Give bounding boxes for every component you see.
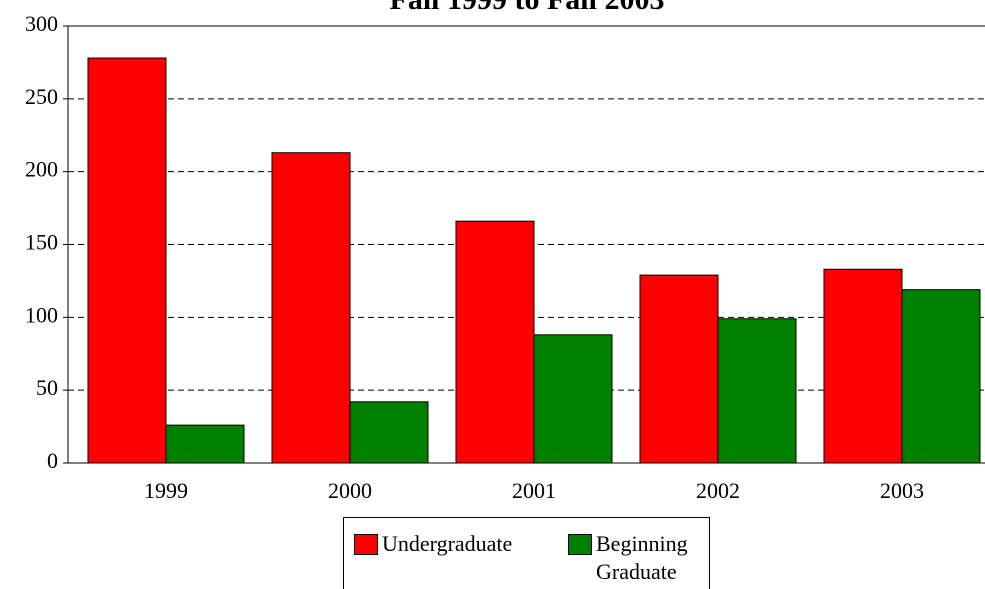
- y-tick-label: 200: [25, 157, 58, 182]
- y-tick-label: 100: [25, 302, 58, 327]
- bar: [639, 274, 719, 464]
- y-tick-label: 250: [25, 84, 58, 109]
- bar: [87, 57, 167, 464]
- legend-label: Beginning Graduate: [596, 531, 688, 584]
- legend-item: Undergraduate: [354, 530, 564, 558]
- x-tick-label: 2000: [328, 478, 372, 503]
- bar: [823, 268, 903, 464]
- bar: [533, 334, 613, 464]
- legend-label: Undergraduate: [382, 531, 513, 556]
- y-tick-label: 50: [36, 375, 58, 400]
- legend-item: Beginning Graduate: [568, 530, 703, 586]
- bar: [901, 289, 981, 464]
- y-tick-label: 150: [25, 230, 58, 255]
- bar: [349, 401, 429, 464]
- x-tick-label: 2002: [696, 478, 740, 503]
- bar: [271, 152, 351, 464]
- chart-title: Fall 1999 to Fall 2003: [390, 0, 665, 16]
- legend-swatch: [568, 534, 592, 555]
- y-tick-label: 300: [25, 11, 58, 36]
- x-tick-label: 1999: [144, 478, 188, 503]
- bar: [717, 318, 797, 464]
- y-tick-label: 0: [47, 448, 58, 473]
- x-tick-label: 2001: [512, 478, 556, 503]
- legend-swatch: [354, 534, 378, 555]
- x-tick-label: 2003: [880, 478, 924, 503]
- bar: [165, 424, 245, 464]
- legend: Undergraduate Beginning Graduate: [343, 517, 710, 589]
- bar: [455, 220, 535, 464]
